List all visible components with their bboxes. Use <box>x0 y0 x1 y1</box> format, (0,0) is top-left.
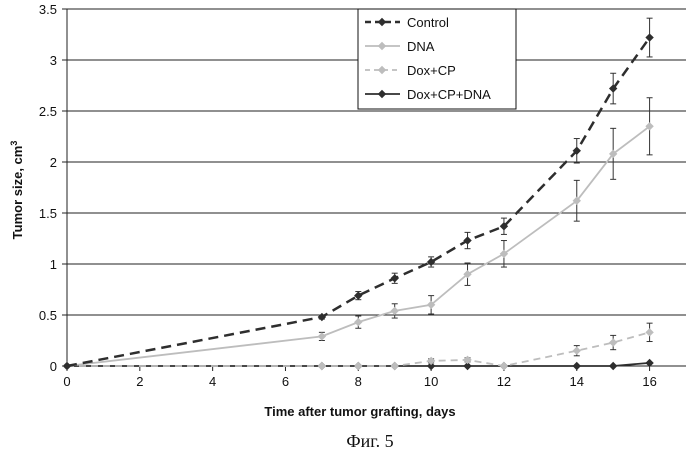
y-tick-label-3: 3 <box>50 53 57 68</box>
data-point-dna <box>572 196 581 205</box>
series-line-control <box>66 36 651 368</box>
y-tick-label-2.5: 2.5 <box>39 104 57 119</box>
data-point-dox-cp <box>354 361 363 371</box>
data-point-dna <box>499 249 509 259</box>
data-point-dna <box>426 300 436 310</box>
data-point-dox-cp <box>463 355 472 365</box>
y-tick-label-2: 2 <box>50 155 57 170</box>
legend-item-dox-cp-dna: Dox+CP+DNA <box>365 87 491 102</box>
series-line-dox-cp <box>67 331 650 367</box>
data-point-control <box>499 222 509 231</box>
x-tick-label-12: 12 <box>497 374 511 389</box>
data-point-control <box>426 257 436 267</box>
y-axis-title: Tumor size, cm3 <box>9 141 25 240</box>
x-axis-title: Time after tumor grafting, days <box>264 404 455 419</box>
legend: Control DNA Dox+CP Dox+CP+DNA <box>357 8 517 110</box>
legend-marker-dox-cp <box>377 65 387 75</box>
data-point-dna <box>317 332 327 341</box>
legend-marker-control <box>377 17 387 27</box>
legend-marker-dox-cp-dna <box>377 89 387 99</box>
data-point-dox-cp <box>317 361 327 371</box>
figure-caption: Фиг. 5 <box>346 431 393 451</box>
data-point-control <box>390 274 399 283</box>
data-point-dox-cp-dna <box>463 361 472 371</box>
legend-label-dox-cp-dna: Dox+CP+DNA <box>407 87 491 102</box>
data-point-dox-cp-dna <box>426 361 436 371</box>
y-tick-label-0: 0 <box>50 359 57 374</box>
series-dna <box>62 97 654 371</box>
legend-label-dox-cp: Dox+CP <box>407 63 456 78</box>
data-point-dox-cp <box>426 356 436 366</box>
x-tick-label-6: 6 <box>282 374 289 389</box>
data-point-dox-cp-dna <box>608 361 618 371</box>
data-point-control <box>572 146 581 155</box>
series-line-dox-cp-dna <box>67 362 650 367</box>
data-point-dna <box>354 317 363 327</box>
x-tick-label-4: 4 <box>209 374 216 389</box>
series-dox-cp <box>62 322 654 371</box>
legend-marker-dna <box>377 41 387 51</box>
y-axis-title-superscript: 3 <box>9 141 19 146</box>
x-tick-label-14: 14 <box>570 374 584 389</box>
series-control <box>62 17 654 371</box>
legend-item-dna: DNA <box>365 39 435 54</box>
y-tick-label-1: 1 <box>50 257 57 272</box>
data-point-dox-cp <box>572 346 581 355</box>
data-point-dna <box>390 306 399 316</box>
data-point-dna <box>645 122 654 131</box>
data-point-dox-cp <box>608 338 618 347</box>
x-tick-label-10: 10 <box>424 374 438 389</box>
y-tick-label-1.5: 1.5 <box>39 206 57 221</box>
legend-label-dna: DNA <box>407 39 435 54</box>
legend-label-control: Control <box>407 15 449 30</box>
x-tick-label-0: 0 <box>63 374 70 389</box>
y-tick-label-3.5: 3.5 <box>39 2 57 17</box>
data-point-control <box>645 33 654 42</box>
x-tick-labels: 0 2 4 6 8 10 12 14 16 <box>63 374 656 389</box>
x-tick-label-8: 8 <box>355 374 362 389</box>
data-point-control <box>317 312 327 322</box>
data-point-dox-cp-dna <box>572 361 581 371</box>
y-tick-label-0.5: 0.5 <box>39 308 57 323</box>
x-tick-label-2: 2 <box>136 374 143 389</box>
y-axis-title-text: Tumor size, cm <box>10 146 25 240</box>
legend-item-control: Control <box>365 15 449 30</box>
legend-item-dox-cp: Dox+CP <box>365 63 456 78</box>
data-point-dox-cp-dna <box>645 358 654 368</box>
data-point-dox-cp <box>645 328 654 337</box>
y-tick-labels: 0 0.5 1 1.5 2 2.5 3 3.5 <box>39 2 57 374</box>
data-point-control <box>62 361 72 371</box>
data-point-dox-cp <box>390 361 399 371</box>
data-point-control <box>608 84 618 93</box>
data-point-dox-cp <box>499 361 509 371</box>
series-layer <box>62 17 654 371</box>
series-line-dna <box>66 125 651 367</box>
x-tick-label-16: 16 <box>642 374 656 389</box>
data-point-control <box>463 236 472 245</box>
data-point-control <box>354 291 363 300</box>
data-point-dna <box>608 149 618 159</box>
data-point-dna <box>463 269 472 279</box>
